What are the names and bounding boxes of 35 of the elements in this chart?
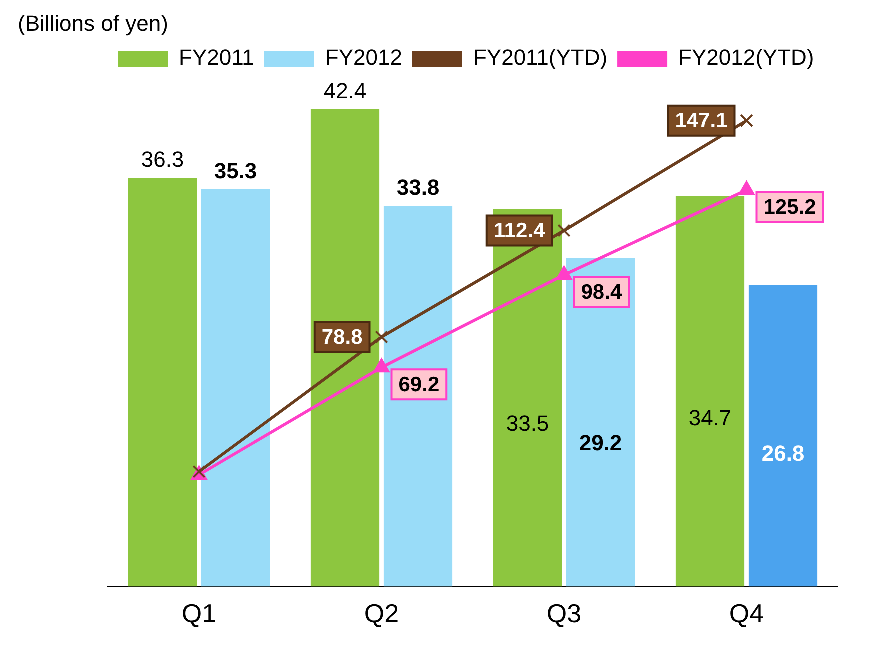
point: [740, 114, 754, 128]
data-label: 33.5: [506, 410, 550, 436]
point: [374, 358, 390, 373]
data-label: 147.1: [675, 110, 728, 133]
data-label: 35.3: [214, 158, 258, 184]
data-label: 112.4: [494, 220, 546, 243]
x-tick-label: Q3: [546, 598, 582, 629]
legend-label: FY2011(YTD): [473, 45, 608, 70]
data-label: 69.2: [398, 373, 440, 396]
point: [558, 224, 571, 238]
y-axis-title: (Billions of yen): [18, 11, 168, 36]
bar: [384, 206, 453, 587]
data-label: 42.4: [324, 78, 367, 104]
data-label: 36.3: [141, 147, 184, 172]
legend-label: FY2012(YTD): [678, 45, 814, 70]
data-label: 29.2: [579, 430, 622, 456]
point: [556, 266, 572, 280]
data-label: 125.2: [764, 196, 816, 220]
x-tick-label: Q1: [182, 598, 217, 629]
data-label: 78.8: [322, 326, 364, 349]
data-label: 34.7: [688, 406, 732, 431]
bar: [566, 258, 636, 587]
bar: [676, 196, 745, 587]
bar: [128, 178, 198, 587]
point: [375, 330, 388, 344]
x-tick-label: Q2: [364, 598, 400, 629]
bar: [310, 109, 380, 587]
x-tick-label: Q4: [729, 598, 764, 629]
data-label: 26.8: [762, 441, 805, 466]
legend-label: FY2012: [325, 45, 402, 70]
bar: [748, 284, 818, 587]
data-label: 33.8: [396, 175, 440, 200]
data-label: 98.4: [581, 280, 622, 304]
legend-label: FY2011: [179, 45, 254, 70]
bar: [201, 189, 270, 587]
